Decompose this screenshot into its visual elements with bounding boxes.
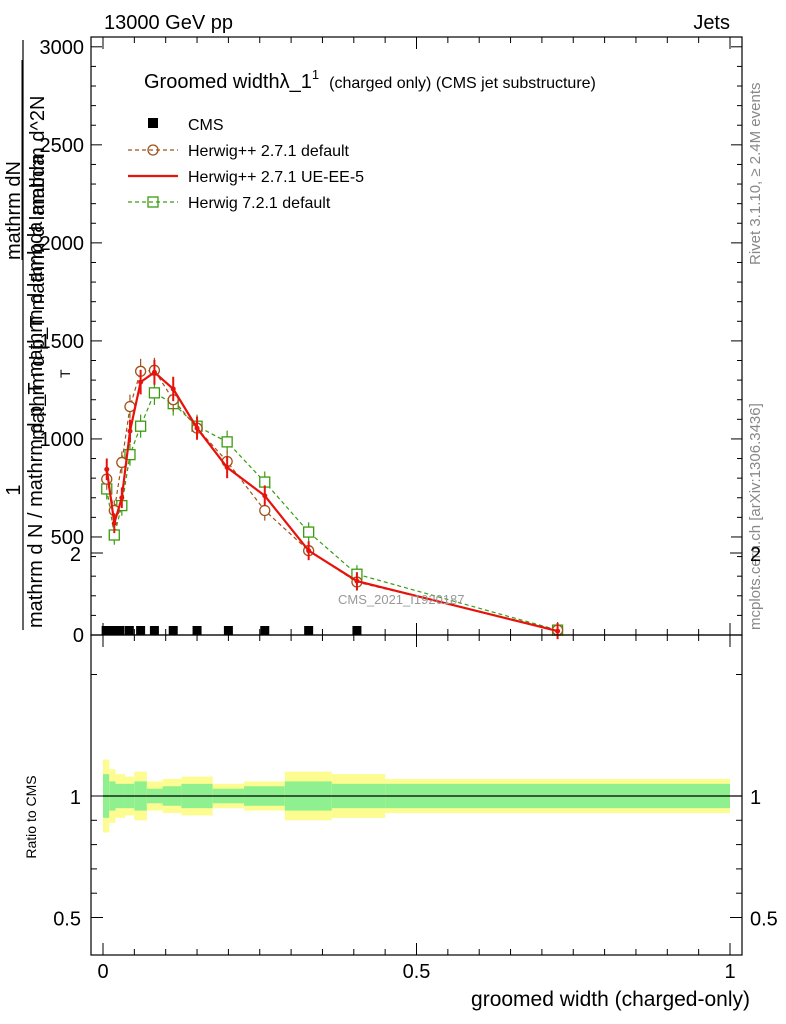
- x-axis-label: groomed width (charged-only): [471, 988, 750, 1011]
- ratio-y-tick-label: 2: [70, 544, 81, 566]
- ratio-y-tick-label: 0.5: [53, 909, 81, 931]
- legend-entry-herwigpp-default: Herwig++ 2.7.1 default: [128, 143, 350, 160]
- ratio-x-axis: 0 0.5 1: [97, 635, 736, 983]
- cms-data-point: [168, 626, 178, 635]
- cms-data-point: [107, 626, 117, 635]
- ylabel-numerator: mathrm dN: [3, 161, 25, 260]
- ylabel-subscript: T: [57, 369, 73, 378]
- y-tick-label: 1500: [40, 331, 85, 353]
- x-tick-label: 1: [724, 961, 735, 983]
- plot-title-suffix: (charged only) (CMS jet substructure): [329, 75, 596, 92]
- y-tick-label: 3000: [40, 37, 85, 59]
- legend-entry-cms: CMS: [148, 117, 224, 134]
- plot-title: Groomed widthλ_11 (charged only) (CMS jet…: [144, 67, 596, 93]
- cms-data-point: [192, 626, 202, 635]
- cms-data-point: [101, 626, 111, 635]
- herwig721-default-point: [134, 420, 147, 432]
- legend-entry-herwig721-default: Herwig 7.2.1 default: [128, 195, 331, 212]
- cms-data-point: [136, 626, 146, 635]
- y-tick-label: 0: [73, 625, 84, 647]
- herwigpp-ueee5-point: [262, 493, 268, 499]
- herwigpp-ueee5-point: [354, 578, 360, 584]
- legend-label-herwig721-default: Herwig 7.2.1 default: [188, 195, 331, 212]
- herwigpp-ueee5-point: [194, 425, 200, 431]
- herwigpp-ueee5-point: [111, 520, 117, 526]
- plot-title-text: Groomed widthλ_11 (charged only) (CMS jet…: [144, 67, 596, 93]
- legend-label-herwigpp-default: Herwig++ 2.7.1 default: [188, 143, 350, 160]
- herwigpp-ueee5-point: [119, 495, 125, 501]
- ratio-y-tick-label: 1: [70, 787, 81, 809]
- herwigpp-ueee5-point: [138, 379, 144, 385]
- legend-label-cms: CMS: [188, 117, 224, 134]
- herwig721-default-point: [221, 436, 233, 448]
- herwig721-default-point: [148, 387, 161, 399]
- watermark: CMS_2021_I1920187: [338, 592, 465, 607]
- ylabel-denominator: mathrm d N / mathrm d p_T mathrm d lambd…: [25, 221, 47, 628]
- rivet-label: Rivet 3.1.10, ≥ 2.4M events: [747, 83, 764, 266]
- header-left-label: 13000 GeV pp: [104, 12, 233, 34]
- ratio-ylabel: Ratio to CMS: [23, 775, 39, 858]
- legend: CMS Herwig++ 2.7.1 default Herwig++ 2.7.…: [128, 117, 364, 212]
- header-right-label: Jets: [693, 12, 730, 34]
- herwigpp-ueee5-point: [306, 548, 312, 554]
- y-tick-label: 2500: [40, 135, 85, 157]
- y-tick-label: 2000: [40, 233, 85, 255]
- ratio-y-axis: 0.5 0.5 1 1 2 2: [53, 544, 778, 931]
- herwig721-default-point: [124, 448, 136, 461]
- x-tick-label: 0: [97, 961, 108, 983]
- cms-data-point: [223, 626, 233, 635]
- plot-title-symbol: λ_1: [280, 71, 312, 93]
- herwigpp-ueee5-point: [224, 464, 230, 470]
- y-tick-label: 500: [51, 527, 84, 549]
- main-ylabel: 1 mathrm d N / mathrm d p_T mathrm d lam…: [3, 40, 73, 630]
- plot-title-main: Groomed width: [144, 71, 280, 93]
- herwigpp-ueee5-point: [170, 386, 176, 392]
- herwig721-default-point: [303, 526, 315, 538]
- cms-data-point: [304, 626, 314, 635]
- x-tick-label: 0.5: [403, 961, 431, 983]
- ylabel-inner-denominator: mathrm d p_T mathrm d lambda: [27, 154, 49, 440]
- ratio-bands-layer: [103, 759, 742, 833]
- herwigpp-default-point: [259, 504, 271, 517]
- legend-label-herwigpp-ueee5: Herwig++ 2.7.1 UE-EE-5: [188, 169, 364, 186]
- main-y-axis: 0 500 1000 1500 2000 2500 3000: [40, 37, 742, 647]
- series-line-2: [105, 370, 558, 633]
- cms-data-point: [260, 626, 270, 635]
- ratio-y-tick-label-right: 1: [750, 787, 761, 809]
- ratio-y-tick-label-right: 2: [750, 544, 761, 566]
- ylabel-numerator-2: mathrm d^2N: [27, 96, 49, 215]
- cms-data-point: [124, 626, 134, 635]
- series-line-3: [106, 392, 558, 631]
- ratio-y-tick-label-right: 0.5: [750, 909, 778, 931]
- cms-data-point: [115, 626, 125, 635]
- plot-title-superscript: 1: [312, 67, 319, 82]
- cms-data-point: [352, 626, 362, 635]
- herwigpp-ueee5-point: [127, 428, 133, 434]
- cms-data-point: [149, 626, 159, 635]
- ylabel-one: 1: [3, 484, 25, 495]
- mcplots-label: mcplots.cern.ch [arXiv:1306.3436]: [747, 403, 764, 630]
- main-series-layer: [101, 357, 564, 640]
- herwigpp-ueee5-point: [151, 369, 157, 375]
- herwigpp-ueee5-point: [555, 628, 561, 634]
- herwigpp-ueee5-point: [104, 466, 110, 472]
- legend-entry-herwigpp-ueee5: Herwig++ 2.7.1 UE-EE-5: [128, 169, 364, 186]
- y-tick-label: 1000: [40, 429, 85, 451]
